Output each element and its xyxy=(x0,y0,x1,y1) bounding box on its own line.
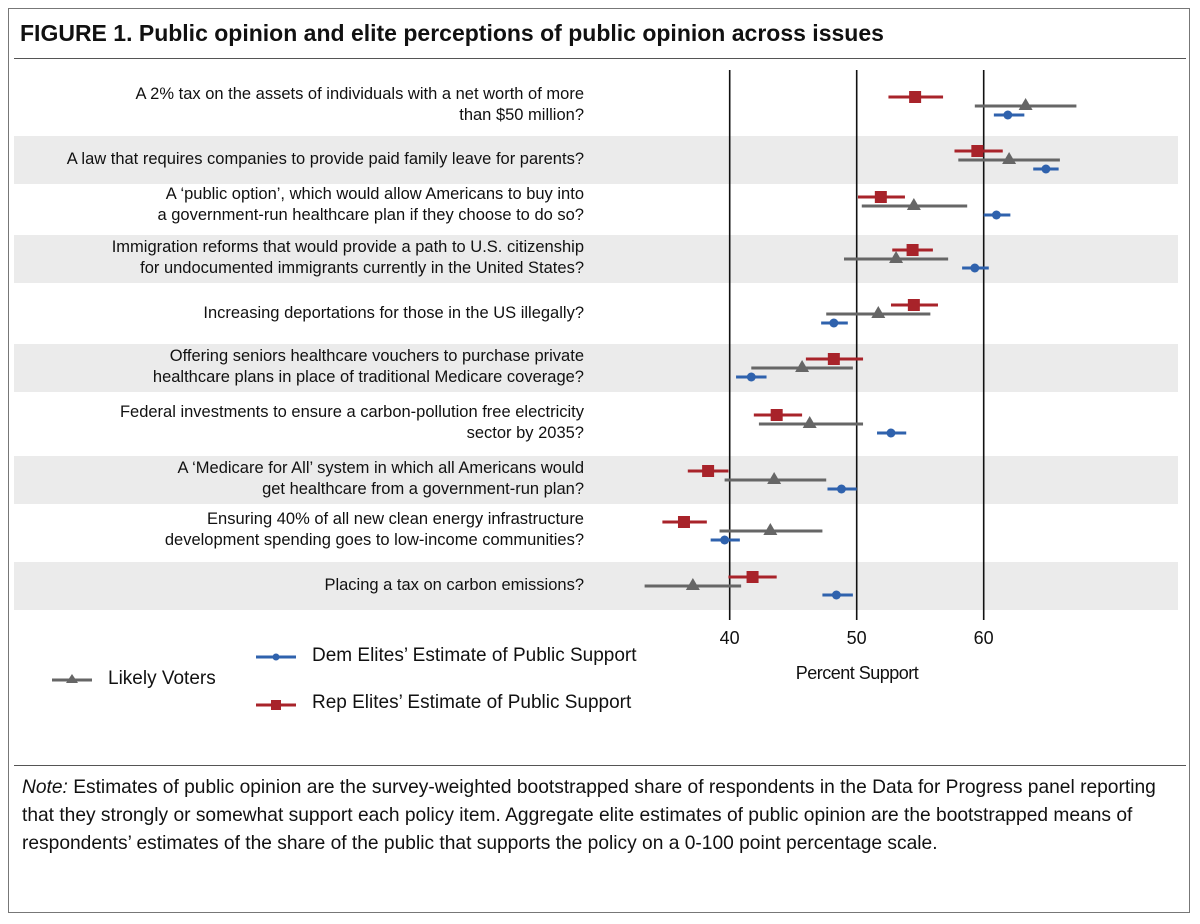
note-text: Estimates of public opinion are the surv… xyxy=(22,777,1156,854)
rep-point xyxy=(770,409,783,421)
likely-voters-point xyxy=(1002,152,1017,164)
legend-dem-elites-marker xyxy=(272,653,280,661)
legend-label-likely-voters: Likely Voters xyxy=(108,668,216,689)
likely-voters-point xyxy=(871,306,886,318)
note-divider xyxy=(14,765,1186,766)
row-label: Offering seniors healthcare vouchers to … xyxy=(152,347,584,386)
rep-point xyxy=(827,353,840,365)
likely-voters-point xyxy=(906,198,921,210)
likely-voters-point xyxy=(1018,98,1033,110)
x-tick-label: 40 xyxy=(720,628,740,648)
dem-point xyxy=(1041,164,1051,174)
x-tick-label: 60 xyxy=(974,628,994,648)
likely-voters-point xyxy=(685,578,700,590)
rep-point xyxy=(971,145,984,157)
rep-point xyxy=(909,91,922,103)
rep-point xyxy=(702,465,715,477)
row-label: Immigration reforms that would provide a… xyxy=(111,238,584,277)
rep-point xyxy=(746,571,759,583)
dem-point xyxy=(1003,110,1013,120)
row-label: Federal investments to ensure a carbon-p… xyxy=(119,403,584,442)
likely-voters-point xyxy=(767,472,782,484)
likely-voters-point xyxy=(889,251,904,263)
legend-label-dem-elites: Dem Elites’ Estimate of Public Support xyxy=(312,645,637,666)
rep-point xyxy=(874,191,887,203)
figure-note: Note: Estimates of public opinion are th… xyxy=(22,774,1172,858)
likely-voters-point xyxy=(802,416,817,428)
figure-title: FIGURE 1. Public opinion and elite perce… xyxy=(20,20,884,46)
dem-point xyxy=(720,535,730,545)
row-label: Placing a tax on carbon emissions? xyxy=(324,575,584,594)
likely-voters-point xyxy=(795,360,810,372)
likely-voters-point xyxy=(763,523,778,535)
legend-rep-elites-marker xyxy=(271,700,281,710)
x-tick-label: 50 xyxy=(847,628,867,648)
row-label: A ‘public option’, which would allow Ame… xyxy=(157,185,584,224)
row-label: Increasing deportations for those in the… xyxy=(203,303,584,322)
dem-point xyxy=(746,372,756,382)
title-divider xyxy=(14,58,1186,59)
rep-point xyxy=(906,244,919,256)
dem-point xyxy=(831,590,841,600)
legend-likely-voters-marker xyxy=(66,674,78,683)
dem-point xyxy=(886,428,896,438)
rep-point xyxy=(677,516,690,528)
x-axis-label: Percent Support xyxy=(796,663,919,683)
note-label: Note: xyxy=(22,777,68,798)
dem-point xyxy=(829,318,839,328)
row-label: A ‘Medicare for All’ system in which all… xyxy=(177,459,584,498)
figure-frame xyxy=(8,8,1190,913)
rep-point xyxy=(907,299,920,311)
row-label: A law that requires companies to provide… xyxy=(66,149,584,168)
row-label: A 2% tax on the assets of individuals wi… xyxy=(135,85,585,124)
row-label: Ensuring 40% of all new clean energy inf… xyxy=(164,510,584,549)
dem-point xyxy=(991,210,1001,220)
legend-label-rep-elites: Rep Elites’ Estimate of Public Support xyxy=(312,692,632,713)
dem-point xyxy=(970,263,980,273)
dem-point xyxy=(836,484,846,494)
